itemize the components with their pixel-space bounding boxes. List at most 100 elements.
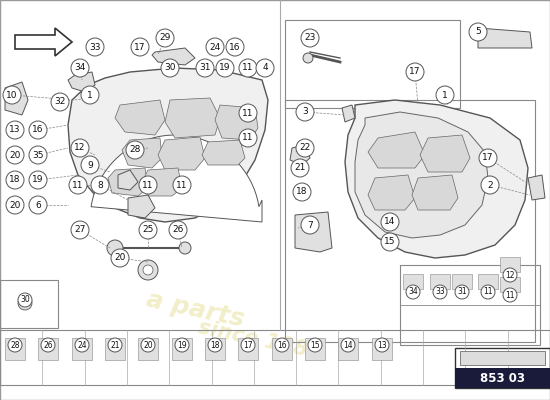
Circle shape [131, 38, 149, 56]
Text: 5: 5 [475, 28, 481, 36]
Circle shape [156, 29, 174, 47]
Text: 19: 19 [177, 340, 187, 350]
Circle shape [3, 86, 21, 104]
Text: 18: 18 [9, 176, 21, 184]
Circle shape [436, 86, 454, 104]
Circle shape [481, 285, 495, 299]
Text: 21: 21 [110, 340, 120, 350]
Polygon shape [342, 105, 355, 122]
Text: 10: 10 [6, 90, 18, 100]
Circle shape [111, 249, 129, 267]
Circle shape [29, 121, 47, 139]
Bar [430, 274, 450, 289]
Text: 12: 12 [505, 270, 515, 280]
Circle shape [108, 338, 122, 352]
Polygon shape [202, 140, 245, 165]
Bar [500, 257, 520, 272]
Text: 11: 11 [242, 134, 254, 142]
Text: 19: 19 [219, 64, 231, 72]
Polygon shape [5, 82, 28, 115]
Circle shape [29, 171, 47, 189]
Circle shape [479, 149, 497, 167]
Circle shape [275, 338, 289, 352]
Circle shape [406, 63, 424, 81]
Text: 13: 13 [9, 126, 21, 134]
Polygon shape [118, 170, 138, 190]
Circle shape [6, 146, 24, 164]
Text: 17: 17 [134, 42, 146, 52]
Circle shape [503, 268, 517, 282]
Circle shape [22, 300, 28, 306]
Text: 28: 28 [129, 146, 141, 154]
Text: 3: 3 [302, 108, 308, 116]
Polygon shape [215, 105, 258, 140]
Text: 13: 13 [377, 340, 387, 350]
Circle shape [138, 260, 158, 280]
Text: 17: 17 [482, 154, 494, 162]
Bar [0, 330, 550, 385]
Circle shape [161, 59, 179, 77]
Text: 21: 21 [294, 164, 306, 172]
Text: 33: 33 [89, 42, 101, 52]
Circle shape [18, 293, 32, 307]
Text: 19: 19 [32, 176, 44, 184]
Circle shape [301, 216, 319, 234]
Circle shape [296, 103, 314, 121]
Bar [452, 274, 472, 289]
Bar [338, 338, 358, 360]
Text: 4: 4 [262, 64, 268, 72]
Bar [400, 265, 540, 305]
Circle shape [6, 171, 24, 189]
Polygon shape [290, 145, 310, 165]
Polygon shape [68, 68, 268, 222]
Circle shape [29, 196, 47, 214]
Bar [38, 338, 58, 360]
Circle shape [455, 285, 469, 299]
Text: 31: 31 [457, 288, 467, 296]
Circle shape [71, 59, 89, 77]
Circle shape [81, 156, 99, 174]
Text: 7: 7 [307, 220, 313, 230]
Circle shape [6, 196, 24, 214]
Text: 29: 29 [160, 34, 170, 42]
Circle shape [226, 38, 244, 56]
Circle shape [41, 338, 55, 352]
Bar [272, 338, 292, 360]
Circle shape [141, 338, 155, 352]
Circle shape [208, 338, 222, 352]
Text: 6: 6 [35, 200, 41, 210]
Circle shape [6, 121, 24, 139]
Bar [455, 348, 550, 388]
Text: 34: 34 [408, 288, 418, 296]
Text: 1: 1 [442, 90, 448, 100]
Polygon shape [158, 137, 205, 170]
Text: 9: 9 [87, 160, 93, 170]
Polygon shape [165, 98, 220, 138]
Circle shape [293, 183, 311, 201]
Bar [172, 338, 192, 360]
Circle shape [381, 233, 399, 251]
Text: 2: 2 [487, 180, 493, 190]
Bar [72, 338, 92, 360]
Bar [478, 274, 498, 289]
Text: 26: 26 [172, 226, 184, 234]
Circle shape [196, 59, 214, 77]
Circle shape [406, 285, 420, 299]
Bar [460, 351, 545, 365]
Text: 11: 11 [505, 290, 515, 300]
Bar [400, 265, 540, 345]
Bar [0, 280, 58, 328]
Circle shape [175, 338, 189, 352]
Bar [138, 338, 158, 360]
Circle shape [126, 141, 144, 159]
Circle shape [139, 221, 157, 239]
Text: 20: 20 [9, 200, 21, 210]
Bar [105, 338, 125, 360]
Bar [285, 100, 535, 342]
Circle shape [71, 139, 89, 157]
Polygon shape [295, 212, 332, 252]
Circle shape [241, 338, 255, 352]
Circle shape [169, 221, 187, 239]
Text: 24: 24 [210, 42, 221, 52]
Circle shape [8, 338, 22, 352]
